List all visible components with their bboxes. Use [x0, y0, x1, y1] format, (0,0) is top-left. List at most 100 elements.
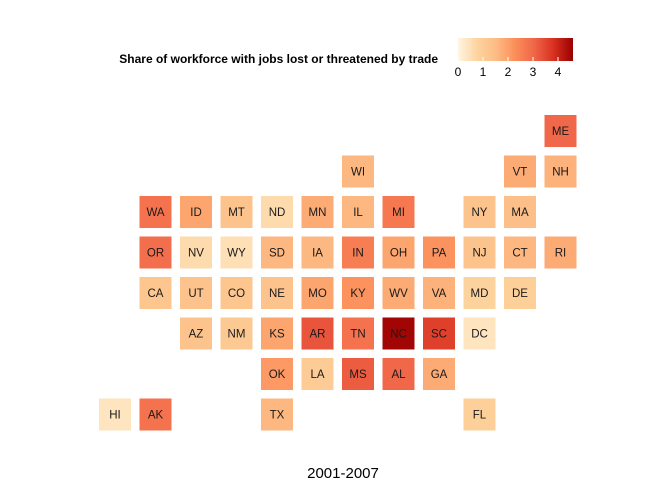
state-label-hi: HI	[109, 410, 121, 422]
state-label-tx: TX	[270, 410, 285, 422]
state-tile-co	[220, 277, 253, 309]
state-tile-hi	[99, 398, 131, 431]
state-label-mt: MT	[228, 207, 245, 219]
state-tile-ak	[139, 398, 172, 431]
state-tile-mn	[301, 196, 334, 228]
state-tile-nh	[544, 155, 577, 188]
state-label-al: AL	[391, 369, 406, 381]
state-tile-nv	[180, 236, 212, 269]
state-tile-wy	[220, 236, 253, 269]
state-tile-mi	[382, 196, 415, 228]
state-tile-or	[139, 236, 172, 269]
state-tile-nm	[220, 317, 253, 350]
state-tile-sd	[261, 236, 293, 269]
state-tile-md	[463, 277, 496, 309]
state-tile-dc	[463, 317, 496, 350]
legend-tick-label: 0	[455, 65, 462, 79]
state-tile-in	[342, 236, 374, 269]
state-tile-ri	[544, 236, 577, 269]
state-label-wi: WI	[351, 167, 365, 179]
state-tile-wa	[139, 196, 172, 228]
legend-tick-label: 1	[480, 65, 487, 79]
state-label-ky: KY	[350, 288, 366, 300]
state-tile-mt	[220, 196, 253, 228]
state-label-nv: NV	[188, 248, 204, 260]
state-tile-pa	[423, 236, 455, 269]
state-label-or: OR	[147, 248, 164, 260]
state-tile-ia	[301, 236, 334, 269]
state-tile-il	[342, 196, 374, 228]
state-label-in: IN	[352, 248, 364, 260]
state-label-md: MD	[471, 288, 489, 300]
state-tile-ms	[342, 358, 374, 390]
state-tile-vt	[504, 155, 536, 188]
state-label-va: VA	[432, 288, 447, 300]
state-tile-ga	[423, 358, 455, 390]
state-label-nj: NJ	[472, 248, 486, 260]
state-label-nh: NH	[552, 167, 569, 179]
state-tile-ut	[180, 277, 212, 309]
state-tile-ct	[504, 236, 536, 269]
state-label-ca: CA	[148, 288, 164, 300]
state-label-mo: MO	[308, 288, 327, 300]
state-label-nm: NM	[228, 329, 246, 341]
state-label-tn: TN	[350, 329, 365, 341]
tile-grid: ME WI VT NH WA ID MT ND MN IL MI NY MA OR NV WY SD IA IN OH…	[99, 115, 577, 431]
state-label-wv: WV	[389, 288, 408, 300]
state-label-wa: WA	[146, 207, 164, 219]
state-tile-nc	[382, 317, 415, 350]
state-tile-ks	[261, 317, 293, 350]
state-label-ga: GA	[431, 369, 448, 381]
state-label-il: IL	[353, 207, 363, 219]
state-tile-va	[423, 277, 455, 309]
state-tile-nj	[463, 236, 496, 269]
state-label-nc: NC	[390, 329, 407, 341]
state-label-ut: UT	[188, 288, 203, 300]
state-label-sc: SC	[431, 329, 447, 341]
state-tile-tx	[261, 398, 293, 431]
chart-caption: 2001-2007	[307, 465, 379, 480]
state-tile-sc	[423, 317, 455, 350]
legend-tick-label: 3	[530, 65, 537, 79]
state-tile-wv	[382, 277, 415, 309]
state-label-ks: KS	[269, 329, 285, 341]
state-label-mi: MI	[392, 207, 405, 219]
state-tile-ne	[261, 277, 293, 309]
state-label-dc: DC	[471, 329, 488, 341]
state-label-nd: ND	[269, 207, 286, 219]
state-tile-nd	[261, 196, 293, 228]
state-label-de: DE	[512, 288, 528, 300]
state-tile-fl	[463, 398, 496, 431]
state-tile-ny	[463, 196, 496, 228]
state-tile-ky	[342, 277, 374, 309]
state-label-ar: AR	[310, 329, 326, 341]
state-label-ak: AK	[148, 410, 164, 422]
state-tile-ma	[504, 196, 536, 228]
state-tile-ca	[139, 277, 172, 309]
state-label-oh: OH	[390, 248, 407, 260]
state-label-id: ID	[190, 207, 202, 219]
state-label-az: AZ	[189, 329, 204, 341]
legend-tick-label: 2	[505, 65, 512, 79]
legend-title: Share of workforce with jobs lost or thr…	[119, 52, 438, 66]
legend-ticks: 0 1 2 3 4	[455, 57, 562, 79]
legend-color-bar	[458, 38, 573, 61]
state-tile-al	[382, 358, 415, 390]
state-label-sd: SD	[269, 248, 285, 260]
state-tile-id	[180, 196, 212, 228]
state-tile-ok	[261, 358, 293, 390]
state-label-ma: MA	[511, 207, 529, 219]
state-tile-tn	[342, 317, 374, 350]
state-label-wy: WY	[227, 248, 246, 260]
state-tile-az	[180, 317, 212, 350]
state-label-ne: NE	[269, 288, 285, 300]
state-label-co: CO	[228, 288, 245, 300]
state-label-ok: OK	[269, 369, 286, 381]
state-tile-wi	[342, 155, 374, 188]
state-tile-me	[544, 115, 577, 147]
state-tile-la	[301, 358, 334, 390]
state-label-ny: NY	[472, 207, 488, 219]
state-label-ri: RI	[555, 248, 567, 260]
